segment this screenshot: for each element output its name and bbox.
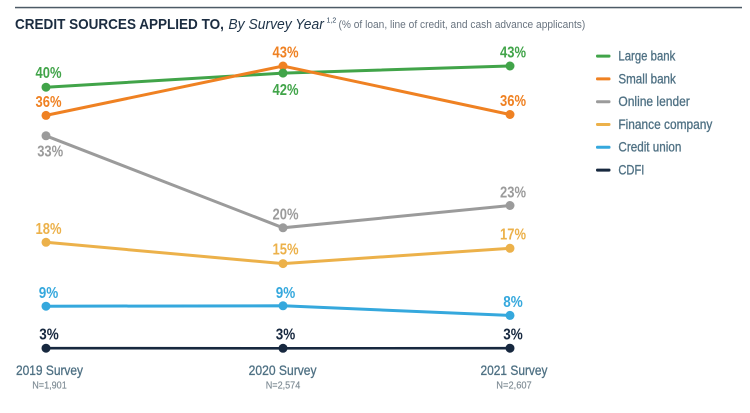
svg-text:N=1,901: N=1,901 xyxy=(32,380,67,392)
svg-text:Small bank: Small bank xyxy=(618,72,676,87)
svg-text:3%: 3% xyxy=(276,327,295,344)
svg-text:Large bank: Large bank xyxy=(618,49,676,64)
svg-text:N=2,574: N=2,574 xyxy=(266,380,301,392)
svg-text:By Survey Year: By Survey Year xyxy=(228,17,325,33)
svg-text:8%: 8% xyxy=(503,294,522,311)
svg-text:1,2: 1,2 xyxy=(327,18,337,25)
svg-text:15%: 15% xyxy=(273,242,299,260)
svg-text:43%: 43% xyxy=(500,44,526,62)
svg-text:43%: 43% xyxy=(273,44,299,62)
svg-text:Online lender: Online lender xyxy=(618,93,690,109)
svg-text:42%: 42% xyxy=(273,82,299,100)
svg-text:33%: 33% xyxy=(37,144,63,162)
svg-text:18%: 18% xyxy=(36,221,62,239)
svg-text:17%: 17% xyxy=(500,227,526,245)
svg-text:2021 Survey: 2021 Survey xyxy=(481,362,548,378)
svg-text:9%: 9% xyxy=(39,285,58,302)
svg-text:(% of loan, line of credit, an: (% of loan, line of credit, and cash adv… xyxy=(339,19,586,31)
svg-text:23%: 23% xyxy=(500,184,526,202)
svg-text:20%: 20% xyxy=(273,206,299,224)
svg-text:40%: 40% xyxy=(36,65,62,83)
svg-text:2019 Survey: 2019 Survey xyxy=(16,362,83,378)
svg-text:Credit union: Credit union xyxy=(618,140,681,155)
svg-text:Finance company: Finance company xyxy=(618,116,713,132)
svg-text:3%: 3% xyxy=(39,326,58,343)
svg-text:CDFI: CDFI xyxy=(618,163,644,178)
svg-text:9%: 9% xyxy=(276,285,295,302)
svg-text:36%: 36% xyxy=(500,93,526,111)
svg-text:N=2,607: N=2,607 xyxy=(496,380,532,392)
svg-text:3%: 3% xyxy=(503,326,522,343)
svg-text:CREDIT SOURCES APPLIED TO,: CREDIT SOURCES APPLIED TO, xyxy=(15,16,224,33)
svg-text:36%: 36% xyxy=(36,94,62,112)
svg-text:2020 Survey: 2020 Survey xyxy=(249,362,317,378)
